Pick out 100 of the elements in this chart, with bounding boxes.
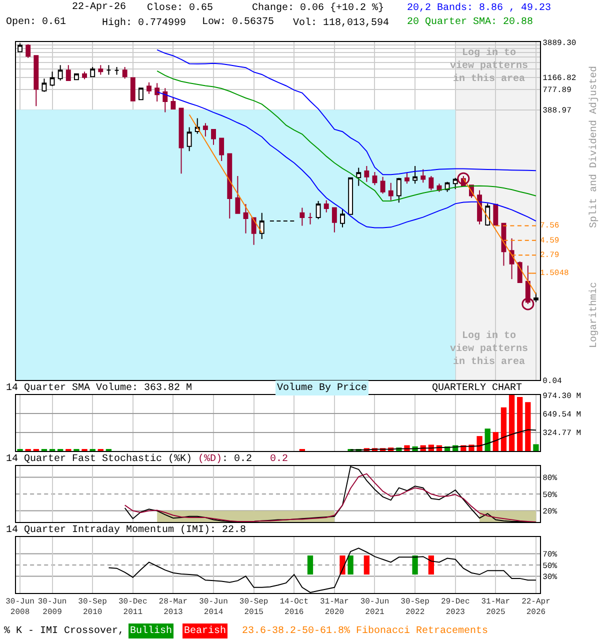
bar [492, 432, 498, 451]
candlestick [533, 292, 538, 303]
y-tick-label: 80% [542, 474, 558, 483]
bar [525, 402, 531, 451]
x-tick-label: 22-Apr 2026 [522, 598, 551, 617]
x-tick-label: 30-Dec 2011 [118, 598, 148, 617]
y-tick-label: 0.04 [542, 376, 562, 386]
text: 22-Apr-26 [72, 2, 126, 13]
y-tick-label: 3889.30 [542, 38, 576, 48]
y-tick-label: 70% [542, 550, 558, 560]
text: Open: 0.61 [6, 17, 66, 28]
candlestick [202, 122, 208, 137]
candlestick [452, 177, 458, 190]
y-tick-label: 974.30 M [542, 392, 582, 401]
x-tick-label: 30-Sep 2022 [400, 598, 430, 617]
candlestick [122, 66, 128, 80]
x-tick-label: 30-Jun 2009 [38, 598, 67, 617]
line-series [156, 49, 536, 176]
candlestick [235, 175, 240, 214]
line-series [188, 114, 262, 234]
y-tick-label: 30% [542, 573, 558, 582]
candlestick [428, 175, 434, 191]
x-tick-label: 30-Sep 2010 [78, 598, 108, 617]
data-label: 7.56 [540, 222, 560, 231]
candlestick [364, 166, 370, 182]
band-label: Volume By Price [277, 382, 368, 394]
text: 20 Quarter SMA: 20.88 [407, 17, 534, 28]
line-series [156, 70, 536, 202]
bar [476, 436, 482, 451]
candlestick [34, 55, 39, 107]
data-label: 4.59 [540, 236, 560, 246]
text: Change: 0.06 {+10.2 %} [252, 2, 384, 14]
y-tick-label: 649.54 M [542, 410, 582, 420]
chart-title: 14 Quarter Fast Stochastic (%K) [6, 453, 192, 465]
text: Close: 0.65 [147, 2, 214, 14]
candlestick [420, 168, 426, 184]
text: Bullish [130, 625, 172, 637]
x-tick-label: 30-Sep 2015 [239, 598, 268, 617]
y-tick-label: 1166.82 [542, 74, 576, 84]
text: QUARTERLY CHART [432, 383, 522, 394]
x-tick-label: 30-Jun 2021 [360, 598, 390, 617]
x-tick-label: 28-Mar 2013 [158, 598, 188, 617]
candlestick [477, 190, 482, 225]
x-tick-label: 14-Oct 2016 [280, 598, 309, 617]
bar [508, 395, 515, 451]
candlestick [404, 172, 410, 184]
candlestick [219, 138, 224, 162]
y-axis-title: Split and Dividend Adjusted [588, 66, 600, 228]
candlestick [146, 82, 152, 94]
candlestick [332, 207, 337, 233]
bar [517, 396, 523, 451]
candlestick [74, 73, 79, 80]
candlestick [106, 64, 112, 76]
annotation: Log in to view patterns in this area [450, 47, 528, 85]
candlestick [412, 166, 418, 184]
text: Vol: 118,013,594 [293, 17, 390, 29]
candlestick [138, 88, 144, 100]
candlestick [259, 212, 264, 240]
text: : 0.2 [222, 454, 252, 465]
text: (%D) [198, 453, 222, 465]
text: Bearish [184, 625, 226, 637]
text: Logarithmic [588, 282, 600, 348]
x-tick-label: 29-Dec 2023 [440, 598, 470, 617]
line-series [156, 91, 536, 228]
candlestick [356, 167, 362, 186]
candlestick [178, 108, 184, 174]
text: Low: 0.56375 [202, 17, 274, 28]
candlestick [380, 176, 386, 194]
candlestick [90, 66, 96, 78]
candlestick [517, 261, 522, 283]
candlestick [98, 64, 104, 76]
annotation: Log in to view patterns in this area [450, 330, 528, 368]
text: High: 0.774999 [102, 17, 186, 29]
x-tick-label: 30-Jun 2014 [199, 598, 228, 617]
candlestick [227, 153, 232, 219]
bar [533, 444, 539, 451]
candlestick [388, 182, 394, 201]
y-tick-label: 324.77 M [542, 429, 582, 438]
candlestick [308, 212, 313, 225]
candlestick [348, 177, 354, 215]
candlestick [372, 171, 378, 186]
candlestick [66, 64, 71, 82]
candlestick [114, 66, 120, 76]
candlestick [42, 78, 47, 92]
candlestick [58, 64, 63, 82]
text: 0.2 [270, 454, 288, 465]
candlestick [396, 177, 402, 204]
y-tick-label: 50% [542, 562, 558, 571]
text: 23.6-38.2-50-61.8% Fibonacci Retracements [242, 625, 488, 637]
candlestick [316, 200, 321, 220]
candlestick [186, 126, 192, 152]
candlestick [493, 204, 498, 226]
data-label: 1.5048 [540, 269, 570, 278]
y-tick-label: 20% [542, 508, 558, 517]
chart-title: 14 Quarter Intraday Momentum (IMI): 22.8 [6, 524, 246, 536]
text: 20,2 Bands: 8.86 , 49.23 [407, 2, 552, 14]
candlestick [130, 77, 136, 102]
y-tick-label: 50% [542, 490, 558, 500]
x-tick-label: 31-Mar 2025 [481, 598, 510, 617]
candlestick [211, 128, 216, 146]
